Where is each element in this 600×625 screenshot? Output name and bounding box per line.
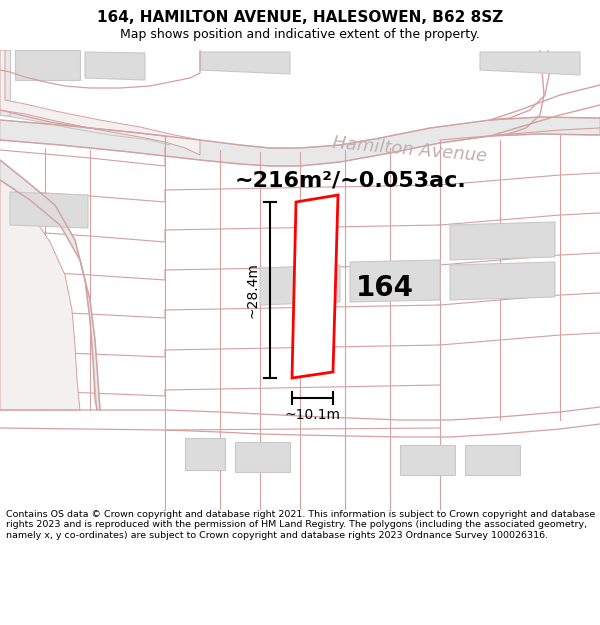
Polygon shape [350,260,440,302]
Text: Contains OS data © Crown copyright and database right 2021. This information is : Contains OS data © Crown copyright and d… [6,510,595,540]
Text: ~216m²/~0.053ac.: ~216m²/~0.053ac. [235,170,467,190]
Text: ~28.4m: ~28.4m [246,262,260,318]
Polygon shape [200,52,290,74]
Polygon shape [0,117,600,166]
Polygon shape [400,445,455,475]
Text: Hamilton Avenue: Hamilton Avenue [332,134,488,166]
Polygon shape [450,222,555,260]
Polygon shape [0,50,200,155]
Polygon shape [0,50,170,145]
Polygon shape [185,438,225,470]
Text: ~10.1m: ~10.1m [284,408,341,422]
Text: 164, HAMILTON AVENUE, HALESOWEN, B62 8SZ: 164, HAMILTON AVENUE, HALESOWEN, B62 8SZ [97,10,503,25]
Polygon shape [0,50,10,115]
Polygon shape [260,265,340,305]
Text: Map shows position and indicative extent of the property.: Map shows position and indicative extent… [120,28,480,41]
Text: 164: 164 [356,274,414,302]
Polygon shape [450,262,555,300]
Polygon shape [0,160,100,410]
Polygon shape [85,52,145,80]
Polygon shape [0,180,80,410]
Polygon shape [465,445,520,475]
Polygon shape [10,192,88,228]
Polygon shape [15,50,80,80]
Polygon shape [480,52,580,75]
Polygon shape [235,442,290,472]
Polygon shape [292,195,338,378]
